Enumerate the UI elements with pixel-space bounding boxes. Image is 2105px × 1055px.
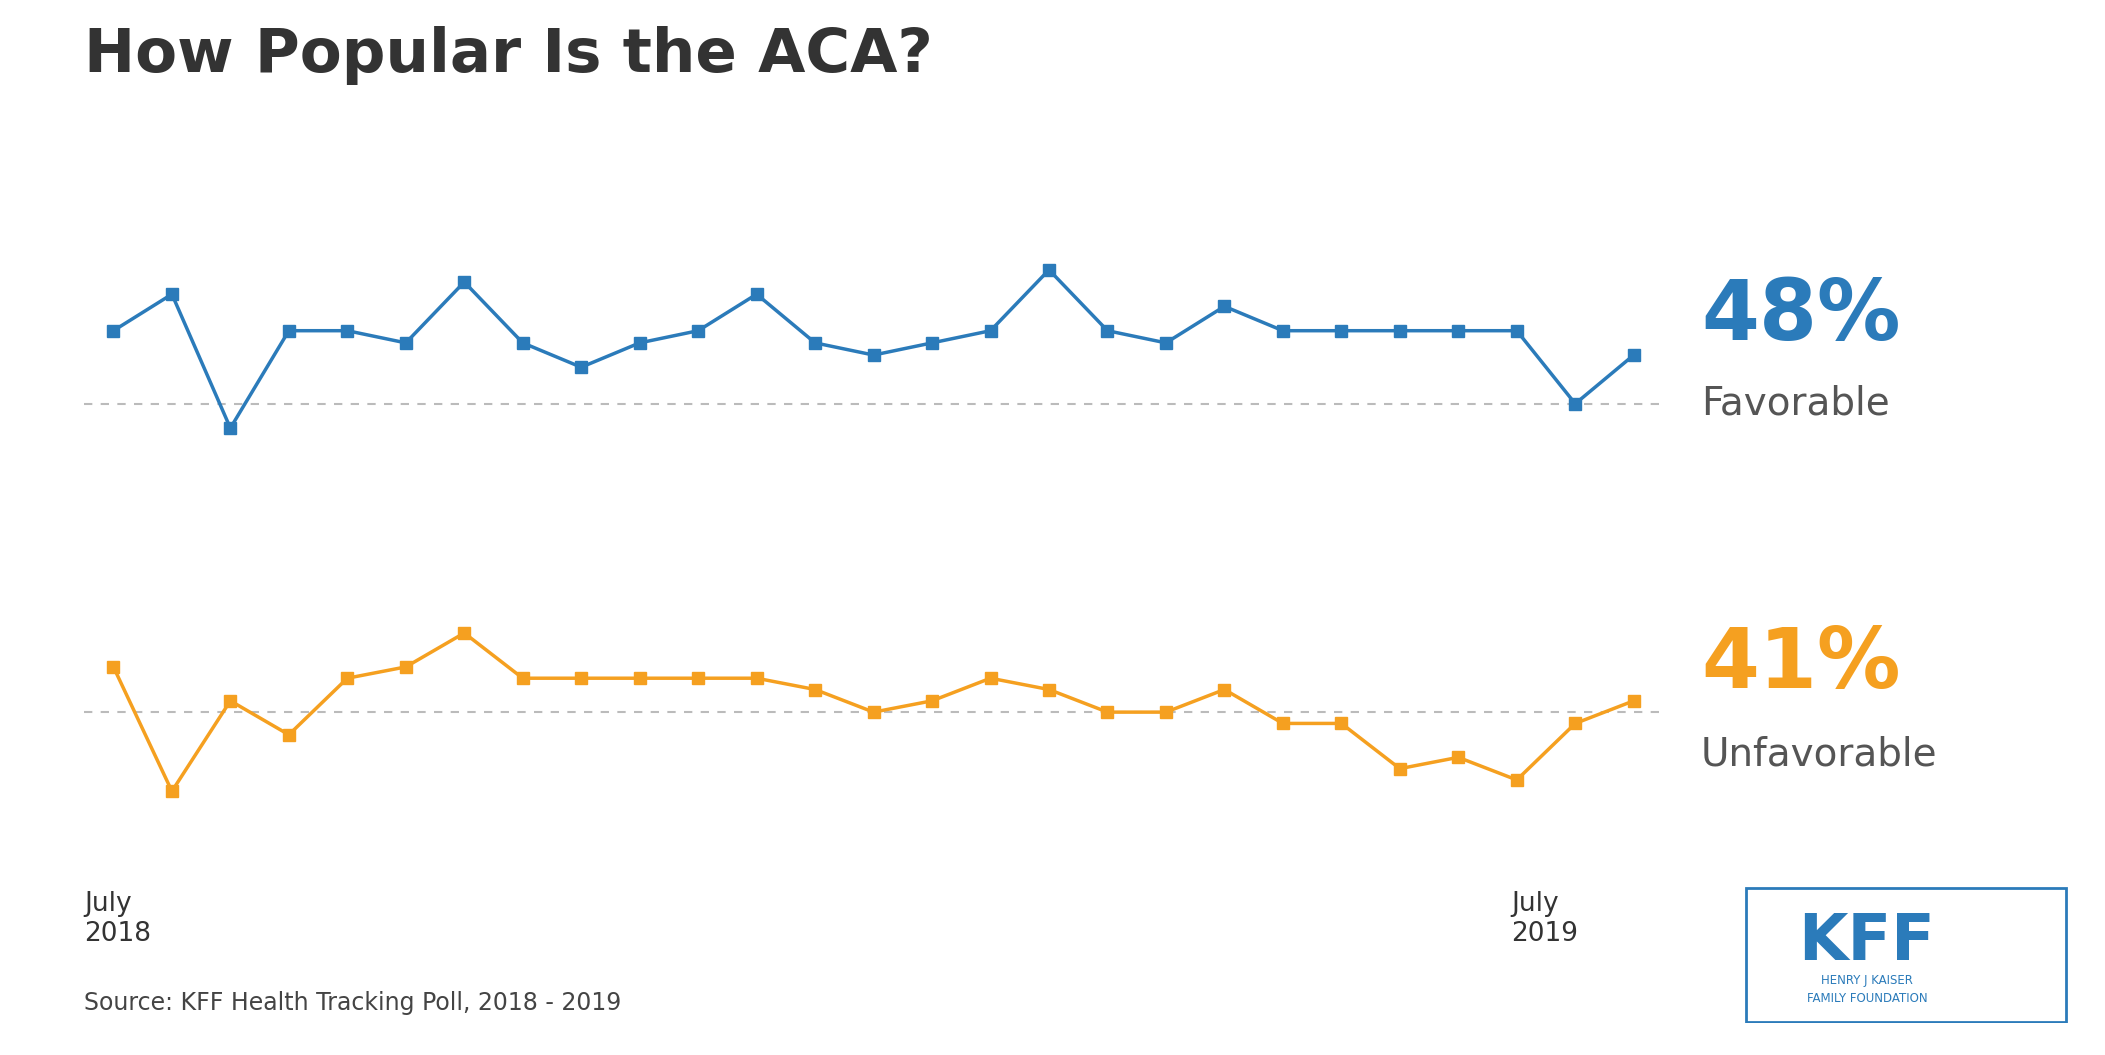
Text: KFF: KFF: [1798, 910, 1934, 973]
Text: How Popular Is the ACA?: How Popular Is the ACA?: [84, 26, 933, 85]
Text: Source: KFF Health Tracking Poll, 2018 - 2019: Source: KFF Health Tracking Poll, 2018 -…: [84, 991, 621, 1015]
Text: HENRY J KAISER
FAMILY FOUNDATION: HENRY J KAISER FAMILY FOUNDATION: [1806, 974, 1928, 1005]
Text: July
2018: July 2018: [84, 891, 152, 947]
Text: Favorable: Favorable: [1701, 384, 1890, 422]
Text: 41%: 41%: [1701, 625, 1901, 705]
Text: July
2019: July 2019: [1511, 891, 1579, 947]
Text: 48%: 48%: [1701, 276, 1901, 357]
Text: Unfavorable: Unfavorable: [1701, 735, 1937, 773]
